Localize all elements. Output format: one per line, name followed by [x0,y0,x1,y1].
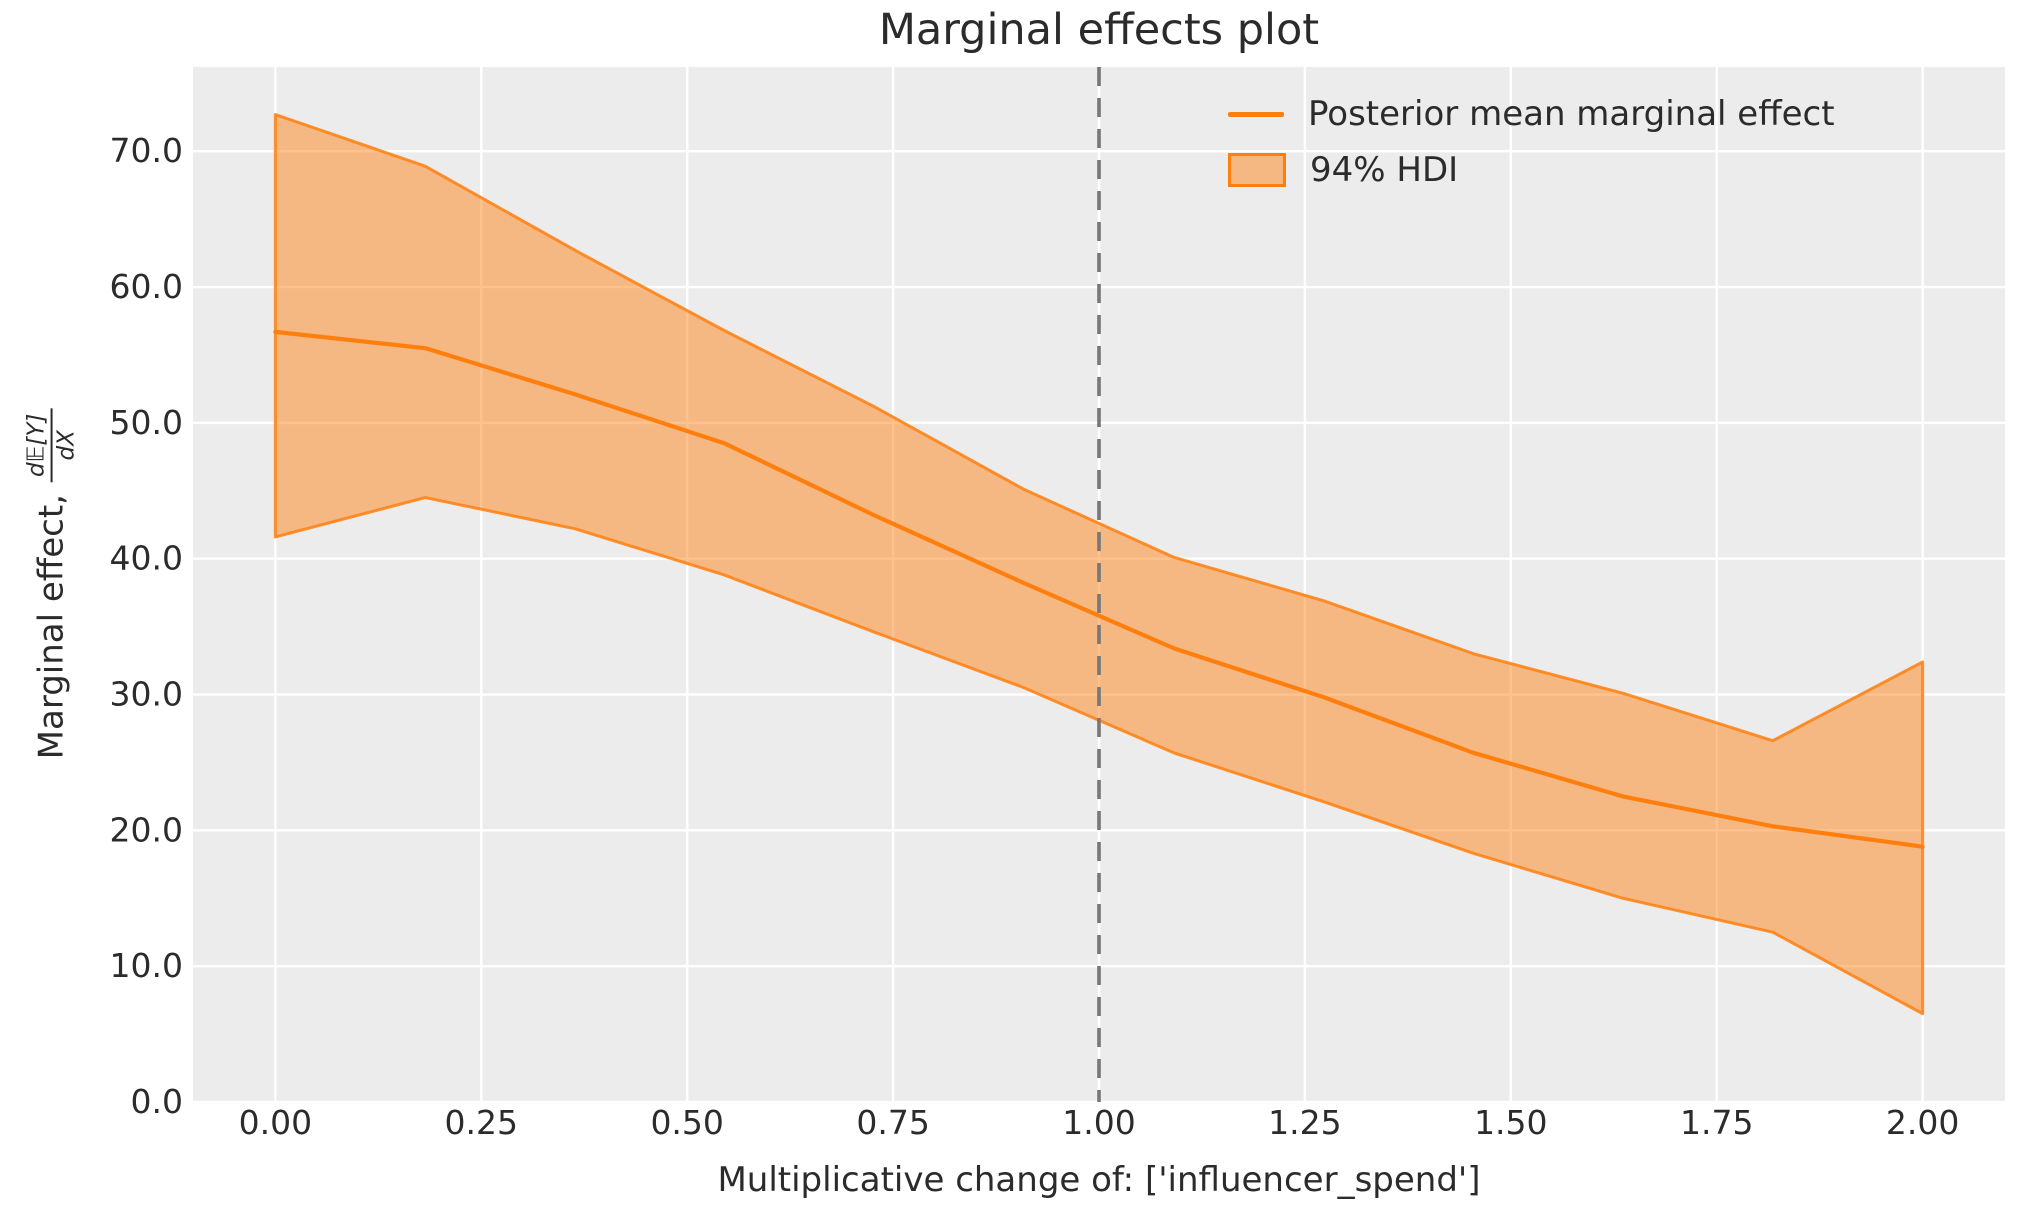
y-axis-label-fraction: d𝔼[Y] dX [23,408,81,483]
y-axis-label: Marginal effect, d𝔼[Y] dX [23,408,81,760]
x-tick-label: 2.00 [1886,1103,1959,1142]
chart-title: Marginal effects plot [878,5,1320,55]
x-tick-labels: 0.00 0.25 0.50 0.75 1.00 1.25 1.50 1.75 2.00 [239,1103,1960,1142]
y-axis-label-text: Marginal effect, [32,494,72,760]
y-tick-label: 40.0 [110,539,183,578]
x-tick-label: 1.00 [1062,1103,1135,1142]
legend-patch-swatch [1228,153,1286,187]
x-tick-label: 1.75 [1680,1103,1753,1142]
legend-label-hdi: 94% HDI [1310,150,1459,190]
x-tick-label: 1.50 [1474,1103,1547,1142]
fraction-denominator: dX [54,430,80,461]
y-tick-label: 60.0 [110,267,183,306]
y-tick-label: 70.0 [110,131,183,170]
legend-label-mean: Posterior mean marginal effect [1308,94,1835,134]
y-tick-label: 20.0 [110,810,183,849]
x-axis-label: Multiplicative change of: ['influencer_s… [717,1160,1481,1200]
x-tick-label: 0.00 [239,1103,312,1142]
legend-item-mean: Posterior mean marginal effect [1228,92,1835,136]
legend: Posterior mean marginal effect 94% HDI [1228,92,1835,192]
x-tick-label: 0.25 [445,1103,518,1142]
x-tick-label: 0.75 [856,1103,929,1142]
y-tick-label: 30.0 [110,675,183,714]
y-tick-label: 10.0 [110,946,183,985]
y-tick-label: 50.0 [110,403,183,442]
y-tick-labels: 0.0 10.0 20.0 30.0 40.0 50.0 60.0 70.0 [110,131,183,1121]
mean-line [273,329,1925,849]
fraction-numerator: d𝔼[Y] [23,408,53,483]
y-tick-label: 0.0 [131,1082,183,1121]
legend-line-swatch [1228,111,1284,117]
x-tick-label: 1.25 [1268,1103,1341,1142]
legend-item-hdi: 94% HDI [1228,148,1835,192]
x-tick-label: 0.50 [650,1103,723,1142]
